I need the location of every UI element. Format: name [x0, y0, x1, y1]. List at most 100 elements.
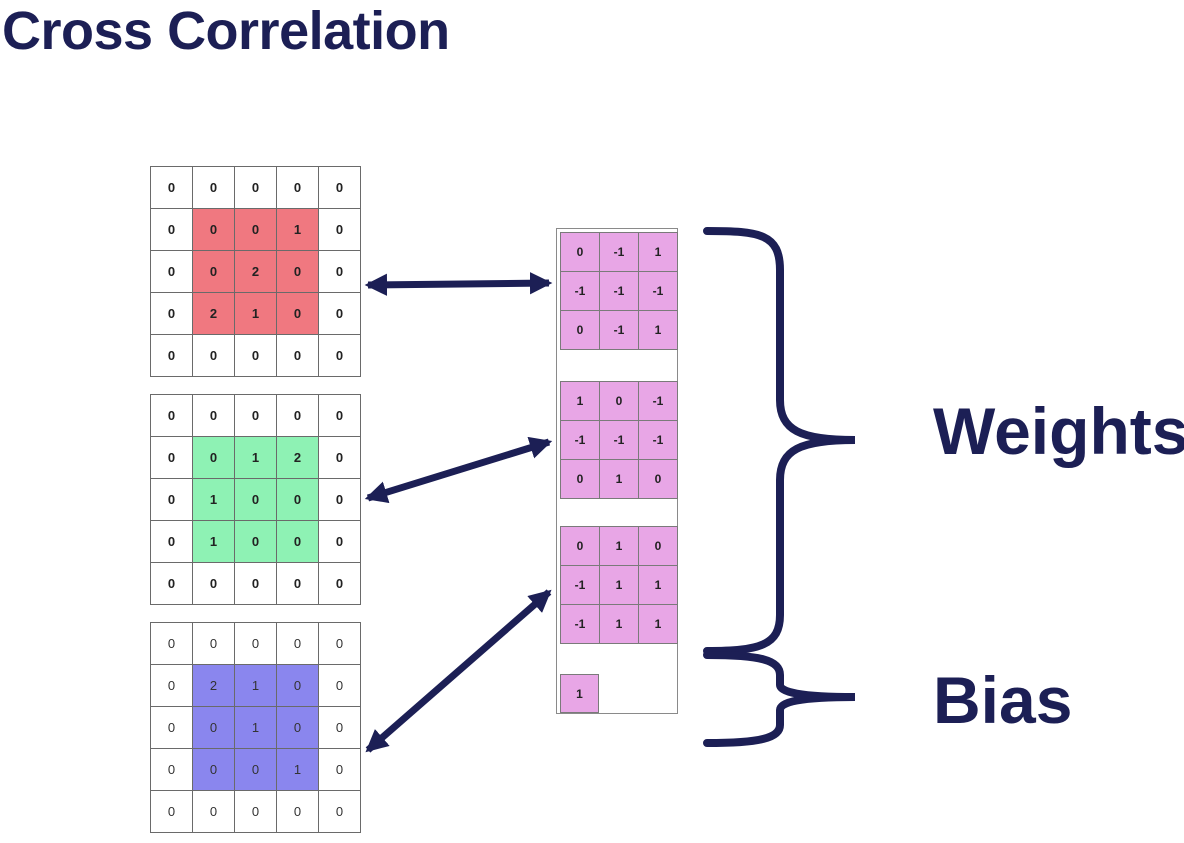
weights-bias-panel: 0 -1 1 -1 -1 -1 0 -1 1 1 0 -1 -1 -1 -1 0 1 0 0 1 0 -1 1 1 -1 1 1 1	[556, 228, 678, 714]
input-cell-padding: 0	[235, 395, 277, 437]
page-title: Cross Correlation	[2, 1, 450, 61]
input-cell-highlighted: 0	[277, 707, 319, 749]
kernel-cell: 1	[639, 311, 678, 350]
kernel-cell: 0	[600, 382, 639, 421]
input-cell-highlighted: 0	[235, 749, 277, 791]
kernel-cell: 1	[561, 382, 600, 421]
input-cell-padding: 0	[319, 293, 361, 335]
kernel-cell: 0	[639, 527, 678, 566]
kernel-cell: -1	[561, 566, 600, 605]
input-cell-padding: 0	[319, 749, 361, 791]
input-cell-padding: 0	[319, 167, 361, 209]
input-cell-highlighted: 1	[235, 707, 277, 749]
input-cell-padding: 0	[235, 167, 277, 209]
input-cell-highlighted: 0	[235, 479, 277, 521]
input-cell-padding: 0	[151, 167, 193, 209]
input-cell-highlighted: 0	[193, 437, 235, 479]
input-cell-highlighted: 0	[235, 209, 277, 251]
input-cell-highlighted: 0	[277, 665, 319, 707]
bias-cell: 1	[560, 674, 599, 713]
input-cell-highlighted: 0	[277, 293, 319, 335]
input-cell-highlighted: 0	[193, 251, 235, 293]
input-cell-padding: 0	[151, 791, 193, 833]
input-cell-highlighted: 1	[235, 665, 277, 707]
kernel-cell: -1	[561, 605, 600, 644]
input-cell-padding: 0	[151, 623, 193, 665]
arrow-blue-to-kernel-3	[365, 589, 552, 753]
input-cell-highlighted: 0	[277, 479, 319, 521]
kernel-cell: 1	[639, 566, 678, 605]
input-cell-padding: 0	[319, 707, 361, 749]
kernel-cell: -1	[561, 421, 600, 460]
input-cell-highlighted: 0	[193, 749, 235, 791]
input-cell-highlighted: 2	[193, 665, 235, 707]
kernel-cell: -1	[600, 421, 639, 460]
kernel-cell: 1	[600, 460, 639, 499]
input-cell-padding: 0	[235, 563, 277, 605]
input-cell-padding: 0	[151, 749, 193, 791]
input-cell-padding: 0	[193, 335, 235, 377]
weights-brace	[703, 227, 856, 655]
input-cell-padding: 0	[151, 437, 193, 479]
input-cell-padding: 0	[193, 167, 235, 209]
input-cell-highlighted: 2	[235, 251, 277, 293]
input-cell-padding: 0	[235, 335, 277, 377]
kernel-cell: -1	[600, 272, 639, 311]
kernel-cell: 1	[600, 605, 639, 644]
input-cell-padding: 0	[193, 623, 235, 665]
input-cell-padding: 0	[151, 335, 193, 377]
input-cell-padding: 0	[319, 623, 361, 665]
kernel-cell: 1	[600, 527, 639, 566]
input-cell-padding: 0	[319, 335, 361, 377]
weights-label: Weights	[933, 394, 1184, 468]
input-cell-padding: 0	[277, 563, 319, 605]
input-cell-highlighted: 2	[193, 293, 235, 335]
kernel-cell: -1	[561, 272, 600, 311]
kernel-3-grid: 0 1 0 -1 1 1 -1 1 1	[560, 526, 678, 644]
kernel-cell: -1	[639, 272, 678, 311]
input-cell-padding: 0	[151, 479, 193, 521]
kernel-2-grid: 1 0 -1 -1 -1 -1 0 1 0	[560, 381, 678, 499]
input-cell-highlighted: 1	[193, 479, 235, 521]
kernel-cell: -1	[600, 233, 639, 272]
input-cell-padding: 0	[193, 563, 235, 605]
input-cell-highlighted: 0	[193, 209, 235, 251]
input-cell-padding: 0	[319, 521, 361, 563]
input-cell-padding: 0	[151, 563, 193, 605]
kernel-cell: 0	[639, 460, 678, 499]
bias-brace	[703, 651, 856, 747]
input-cell-padding: 0	[319, 791, 361, 833]
input-cell-padding: 0	[319, 251, 361, 293]
kernel-cell: 1	[639, 605, 678, 644]
kernel-cell: 0	[561, 233, 600, 272]
input-cell-padding: 0	[151, 251, 193, 293]
kernel-cell: 1	[600, 566, 639, 605]
input-cell-highlighted: 0	[235, 521, 277, 563]
input-cell-padding: 0	[193, 395, 235, 437]
input-cell-padding: 0	[235, 623, 277, 665]
input-cell-highlighted: 0	[277, 251, 319, 293]
input-cell-padding: 0	[319, 665, 361, 707]
input-cell-padding: 0	[319, 479, 361, 521]
input-cell-padding: 0	[319, 395, 361, 437]
input-cell-padding: 0	[319, 209, 361, 251]
input-cell-padding: 0	[151, 521, 193, 563]
input-cell-padding: 0	[193, 791, 235, 833]
input-cell-padding: 0	[151, 293, 193, 335]
kernel-cell: -1	[639, 421, 678, 460]
input-cell-padding: 0	[277, 791, 319, 833]
arrow-green-to-kernel-2	[364, 436, 553, 504]
input-cell-highlighted: 1	[277, 749, 319, 791]
kernel-cell: -1	[600, 311, 639, 350]
input-cell-padding: 0	[277, 335, 319, 377]
kernel-cell: 0	[561, 527, 600, 566]
input-cell-padding: 0	[277, 623, 319, 665]
input-cell-padding: 0	[235, 791, 277, 833]
input-cell-highlighted: 0	[193, 707, 235, 749]
input-cell-padding: 0	[151, 209, 193, 251]
